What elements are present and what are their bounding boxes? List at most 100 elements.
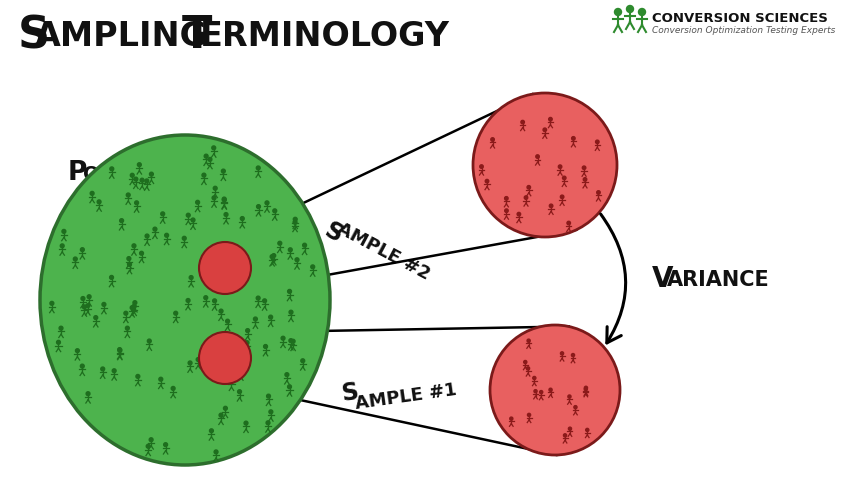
Circle shape [540,391,543,394]
Circle shape [521,120,524,124]
Circle shape [244,421,248,425]
Circle shape [293,220,297,224]
Circle shape [543,128,547,131]
Circle shape [241,217,244,220]
Text: V: V [652,265,673,293]
Circle shape [238,390,241,393]
Circle shape [568,395,571,398]
Circle shape [574,406,577,409]
Circle shape [524,360,527,364]
Circle shape [57,340,60,344]
Circle shape [230,379,234,383]
Circle shape [257,205,260,208]
Polygon shape [225,326,569,455]
Circle shape [549,204,552,207]
Circle shape [127,193,130,197]
Circle shape [211,363,214,367]
Circle shape [183,236,186,240]
Circle shape [219,413,223,417]
Circle shape [222,197,226,201]
Circle shape [536,155,539,158]
Circle shape [505,209,508,212]
Circle shape [490,138,495,141]
Circle shape [246,329,250,333]
Circle shape [173,311,178,315]
Circle shape [136,374,139,379]
Circle shape [118,348,122,352]
Circle shape [146,445,150,448]
Text: Conversion Optimization Testing Experts: Conversion Optimization Testing Experts [652,26,836,35]
Circle shape [638,9,645,15]
Circle shape [527,185,530,189]
Circle shape [224,406,227,410]
Circle shape [528,413,530,416]
Circle shape [88,295,91,299]
Circle shape [124,311,128,315]
Circle shape [560,195,564,198]
Circle shape [139,251,144,255]
Circle shape [490,325,620,455]
Circle shape [202,173,206,177]
Circle shape [235,263,239,267]
Circle shape [219,309,223,313]
Ellipse shape [40,135,330,465]
Circle shape [223,198,226,202]
Circle shape [86,304,90,308]
Circle shape [586,428,589,432]
Text: S: S [320,218,347,247]
Circle shape [224,213,228,217]
Circle shape [120,219,123,223]
Circle shape [278,241,281,245]
Circle shape [564,434,567,437]
Circle shape [549,118,552,121]
Text: ARIANCE: ARIANCE [667,270,770,290]
Text: CONVERSION SCIENCES: CONVERSION SCIENCES [652,12,828,25]
Circle shape [188,361,192,365]
Circle shape [584,386,587,390]
Text: AMPLE #2: AMPLE #2 [334,220,433,284]
Circle shape [558,165,562,168]
Circle shape [212,196,216,200]
Circle shape [60,244,64,248]
Circle shape [209,429,213,433]
Circle shape [50,302,54,305]
Circle shape [510,417,513,420]
Text: S: S [18,14,50,57]
Circle shape [264,345,268,348]
Circle shape [288,248,292,252]
Circle shape [527,339,530,342]
Circle shape [199,242,251,294]
Circle shape [253,317,258,321]
Text: AMPLING: AMPLING [35,20,208,53]
Circle shape [517,212,521,216]
Circle shape [134,201,139,205]
Circle shape [292,339,295,343]
Circle shape [204,296,207,300]
Circle shape [130,174,134,177]
Circle shape [524,196,528,199]
Circle shape [110,275,113,279]
Circle shape [295,258,299,261]
Circle shape [196,200,200,204]
Circle shape [221,169,225,173]
Circle shape [186,213,190,217]
Circle shape [128,262,132,266]
Circle shape [196,358,200,361]
Circle shape [596,140,599,143]
Circle shape [150,172,153,176]
Circle shape [81,248,84,251]
Circle shape [159,377,162,381]
Circle shape [583,178,586,181]
Circle shape [190,276,193,280]
Circle shape [560,352,564,355]
Circle shape [479,165,484,168]
Circle shape [473,93,617,237]
Circle shape [285,373,289,377]
Circle shape [281,337,285,340]
Text: ERMINOLOGY: ERMINOLOGY [200,20,450,53]
Circle shape [147,339,151,343]
Circle shape [81,296,85,301]
Circle shape [110,167,114,171]
Circle shape [134,177,138,181]
Circle shape [303,243,307,247]
